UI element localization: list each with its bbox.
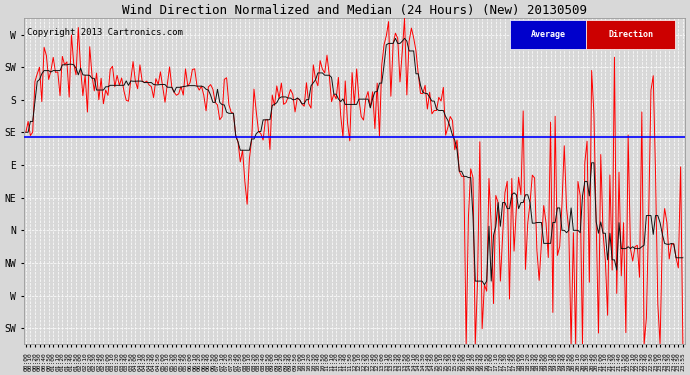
FancyBboxPatch shape xyxy=(510,20,586,50)
FancyBboxPatch shape xyxy=(586,20,676,50)
Title: Wind Direction Normalized and Median (24 Hours) (New) 20130509: Wind Direction Normalized and Median (24… xyxy=(122,4,587,17)
Text: Direction: Direction xyxy=(608,30,653,39)
Text: Copyright 2013 Cartronics.com: Copyright 2013 Cartronics.com xyxy=(27,28,183,37)
Text: Average: Average xyxy=(531,30,565,39)
